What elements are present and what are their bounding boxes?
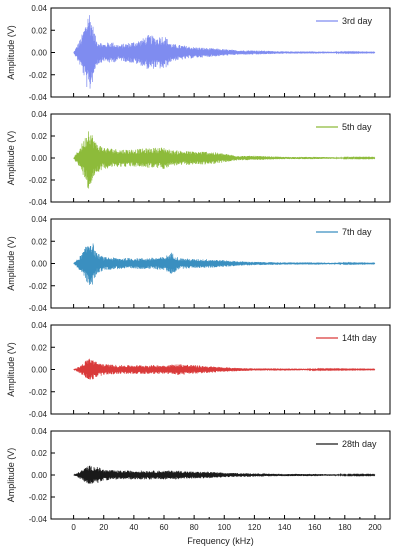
y-tick-label: 0.00 [31,471,47,480]
y-tick-label: -0.02 [29,388,48,397]
legend-label: 7th day [342,227,372,237]
legend-label: 5th day [342,122,372,132]
chart-panel-4: 0.04 0.02 0.00 -0.02 -0.04 Amplitude (V) 14th … [6,321,391,419]
x-tick-label: 40 [129,523,138,532]
signal-series [73,243,376,285]
y-tick-label: 0.04 [31,427,47,436]
y-tick-label: -0.04 [29,515,48,524]
x-axis-label: Frequency (kHz) [187,536,254,546]
chart-panel-1: 0.04 0.02 0.00 -0.02 -0.04 Amplitude (V) 3rd d… [6,4,391,102]
x-tick-label: 80 [190,523,199,532]
y-tick-label: 0.04 [31,4,47,13]
signal-series [73,15,376,89]
y-axis-label: Amplitude (V) [6,131,16,186]
chart-panel-5: 0.04 0.02 0.00 -0.02 -0.04 0 20 40 60 80 100 120 140… [6,427,391,546]
y-tick-label: -0.04 [29,410,48,419]
y-axis-label: Amplitude (V) [6,448,16,503]
y-tick-label: -0.02 [29,282,48,291]
y-tick-label: 0.02 [31,343,47,352]
y-tick-label: 0.00 [31,154,47,163]
y-axis-label: Amplitude (V) [6,342,16,397]
y-tick-label: 0.04 [31,321,47,330]
y-tick-label: 0.04 [31,110,47,119]
x-tick-label: 160 [308,523,322,532]
y-tick-label: 0.02 [31,237,47,246]
y-axis-label: Amplitude (V) [6,25,16,80]
x-tick-label: 120 [248,523,262,532]
y-tick-label: 0.04 [31,215,47,224]
x-tick-label: 0 [71,523,76,532]
y-tick-label: 0.02 [31,132,47,141]
y-tick-label: -0.02 [29,71,48,80]
legend-label: 28th day [342,439,377,449]
legend-label: 3rd day [342,16,373,26]
chart-panel-2: 0.04 0.02 0.00 -0.02 -0.04 Amplitude (V) 5th d… [6,110,391,207]
y-tick-label: 0.02 [31,449,47,458]
y-tick-label: 0.00 [31,49,47,58]
y-axis-label: Amplitude (V) [6,236,16,291]
y-tick-label: -0.04 [29,304,48,313]
y-tick-label: -0.04 [29,93,48,102]
signal-series [73,465,376,484]
signal-series [73,131,376,189]
y-tick-label: -0.02 [29,493,48,502]
y-tick-label: 0.02 [31,26,47,35]
y-tick-label: -0.04 [29,198,48,207]
y-tick-label: -0.02 [29,176,48,185]
x-tick-label: 60 [160,523,169,532]
x-tick-label: 200 [368,523,382,532]
y-tick-label: 0.00 [31,260,47,269]
signal-series [73,358,376,380]
x-tick-label: 180 [338,523,352,532]
x-tick-label: 20 [99,523,108,532]
x-tick-label: 100 [218,523,232,532]
y-tick-label: 0.00 [31,366,47,375]
x-tick-label: 140 [278,523,292,532]
legend-label: 14th day [342,333,377,343]
chart-panel-3: 0.04 0.02 0.00 -0.02 -0.04 Amplitude (V) 7th d… [6,215,391,313]
